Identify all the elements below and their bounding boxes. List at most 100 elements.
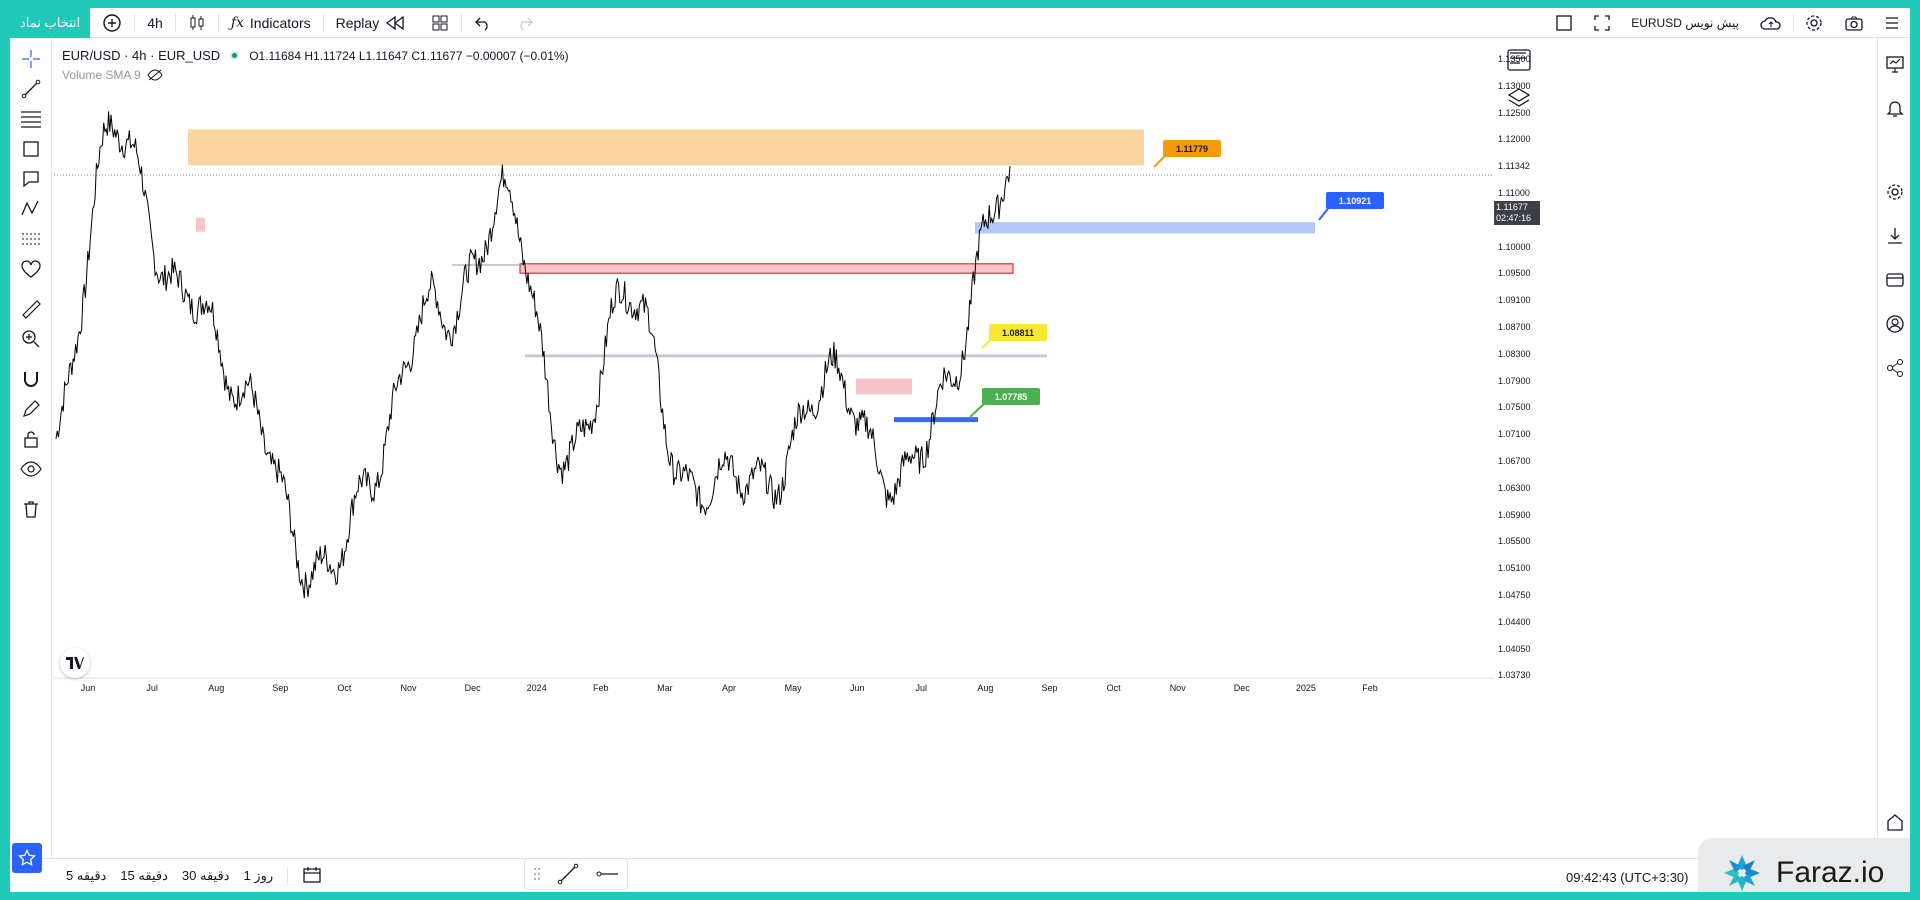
time-tick: Jul (146, 683, 158, 693)
price-tick: 1.12000 (1498, 134, 1531, 145)
replay-button[interactable]: Replay (324, 8, 420, 38)
pattern-tool[interactable] (18, 196, 44, 222)
timeframe-1d[interactable]: 1 روز (243, 868, 274, 883)
favorites-tool[interactable] (18, 256, 44, 282)
app-frame: انتخاب نماد 4h ƒx Indicators Replay (10, 8, 1910, 892)
fib-tool[interactable] (18, 106, 44, 132)
label-yellow-box[interactable] (989, 324, 1047, 341)
hamburger-icon (1886, 17, 1898, 29)
measure-tool[interactable] (18, 296, 44, 322)
blue-zone[interactable] (975, 222, 1315, 234)
share-icon (1887, 359, 1903, 377)
user-circle-icon (1886, 315, 1904, 333)
cloud-save-button[interactable] (1749, 8, 1793, 38)
monitor-button[interactable] (1883, 52, 1907, 76)
zoom-tool[interactable] (18, 326, 44, 352)
time-tick: Dec (465, 683, 482, 693)
menu-button[interactable] (1874, 8, 1910, 38)
payment-button[interactable] (1883, 268, 1907, 292)
label-orange-box[interactable] (1163, 140, 1221, 157)
lock-tool[interactable] (18, 426, 44, 452)
timeframe-15m[interactable]: 15 دقیقه (120, 868, 168, 883)
fx-icon: ƒx (230, 14, 244, 31)
zoom-in-icon (22, 330, 40, 348)
timeframe-30m[interactable]: 30 دقیقه (181, 868, 230, 883)
symbol-title[interactable]: EUR/USD · 4h · EUR_USD (62, 48, 221, 63)
fullscreen-toggle-button[interactable] (1545, 8, 1583, 38)
timeframe-button[interactable]: 4h (147, 14, 163, 31)
alerts-button[interactable] (1883, 96, 1907, 120)
trendline-icon[interactable] (557, 863, 579, 885)
label-green-box[interactable] (982, 388, 1040, 405)
plus-circle-icon (103, 13, 121, 32)
download-button[interactable] (1883, 224, 1907, 248)
ohlc-values: O1.11684 H1.11724 L1.11647 C1.11677 −0.0… (249, 48, 569, 63)
settings-button[interactable] (1794, 8, 1834, 38)
time-tick: Aug (208, 683, 224, 693)
object-tree-button[interactable] (1506, 86, 1532, 117)
supply-zone[interactable] (188, 129, 1144, 166)
price-chart[interactable]: Jun Jul Aug Sep Oct Nov Dec 2024 Feb Mar Apr May Jun… (54, 42, 1494, 857)
stay-in-drawing-tool[interactable] (18, 396, 44, 422)
undo-icon (475, 17, 488, 31)
watchlist-add-button[interactable] (1506, 48, 1532, 77)
credit-card-icon (1886, 273, 1904, 287)
visibility-tool[interactable] (18, 456, 44, 482)
snapshot-button[interactable] (1834, 8, 1874, 38)
date-range-button[interactable] (302, 866, 322, 887)
current-price-label: 1.11677 02:47:16 (1494, 201, 1540, 225)
horizontal-ray-icon[interactable] (595, 867, 619, 881)
chart-pane[interactable]: Jun Jul Aug Sep Oct Nov Dec 2024 Feb Mar Apr May Jun… (54, 42, 1494, 857)
grid-layout-icon (432, 15, 448, 30)
time-tick: Aug (977, 683, 993, 693)
eye-hidden-icon[interactable] (147, 69, 163, 81)
chart-type-button[interactable] (176, 8, 218, 38)
home-button[interactable] (1883, 810, 1907, 834)
price-tick: 1.09100 (1498, 295, 1531, 306)
profile-button[interactable] (1883, 312, 1907, 336)
magnet-tool[interactable] (18, 366, 44, 392)
tradingview-logo[interactable] (60, 648, 90, 678)
star-icon (18, 849, 36, 866)
layout-button[interactable] (419, 8, 461, 38)
label-green-text: 1.07785 (995, 392, 1028, 402)
indicators-button[interactable]: ƒx Indicators (219, 8, 323, 38)
label-blue-box[interactable] (1326, 192, 1384, 209)
layout-name[interactable]: EURUSD پیش نویس (1631, 16, 1739, 30)
price-series[interactable] (55, 111, 1011, 599)
trendline-tool[interactable] (18, 76, 44, 102)
trendline-icon (21, 79, 41, 99)
favorites-button[interactable] (12, 843, 42, 873)
pencil-lock-icon (23, 400, 40, 417)
undo-button[interactable] (462, 8, 504, 38)
shapes-tool[interactable] (18, 136, 44, 162)
home-icon (1887, 814, 1903, 831)
expand-button[interactable] (1583, 8, 1621, 38)
time-tick: Feb (593, 683, 609, 693)
timeframe-5m[interactable]: 5 دقیقه (66, 868, 107, 883)
candles-icon (190, 14, 204, 30)
add-symbol-button[interactable] (90, 8, 134, 38)
note-icon (23, 171, 39, 188)
symbol-search-button[interactable]: انتخاب نماد (10, 8, 91, 38)
price-tick: 1.13000 (1498, 80, 1531, 91)
share-button[interactable] (1883, 356, 1907, 380)
clock-timezone[interactable]: 09:42:43 (UTC+3:30) (1566, 870, 1689, 885)
remove-drawings-tool[interactable] (18, 496, 44, 522)
redo-button[interactable] (504, 8, 546, 38)
bell-icon (1886, 101, 1904, 117)
red-zone[interactable] (519, 263, 1014, 274)
pink-zone[interactable] (856, 378, 912, 395)
small-red-zone[interactable] (196, 217, 205, 232)
chart-settings-button[interactable] (1883, 180, 1907, 204)
price-tick: 1.13500 (1498, 54, 1531, 64)
drag-handle-icon[interactable] (533, 866, 541, 882)
right-sidebar (1877, 38, 1910, 858)
crosshair-tool[interactable] (18, 46, 44, 72)
prediction-tool[interactable] (18, 226, 44, 252)
time-tick: Feb (1362, 683, 1378, 693)
time-tick: Oct (1107, 683, 1122, 693)
price-axis[interactable]: 1.13500 1.13000 1.12500 1.12000 1.11342 1.110… (1494, 42, 1540, 857)
indicator-name[interactable]: Volume SMA 9 (62, 68, 141, 82)
annotation-tool[interactable] (18, 166, 44, 192)
